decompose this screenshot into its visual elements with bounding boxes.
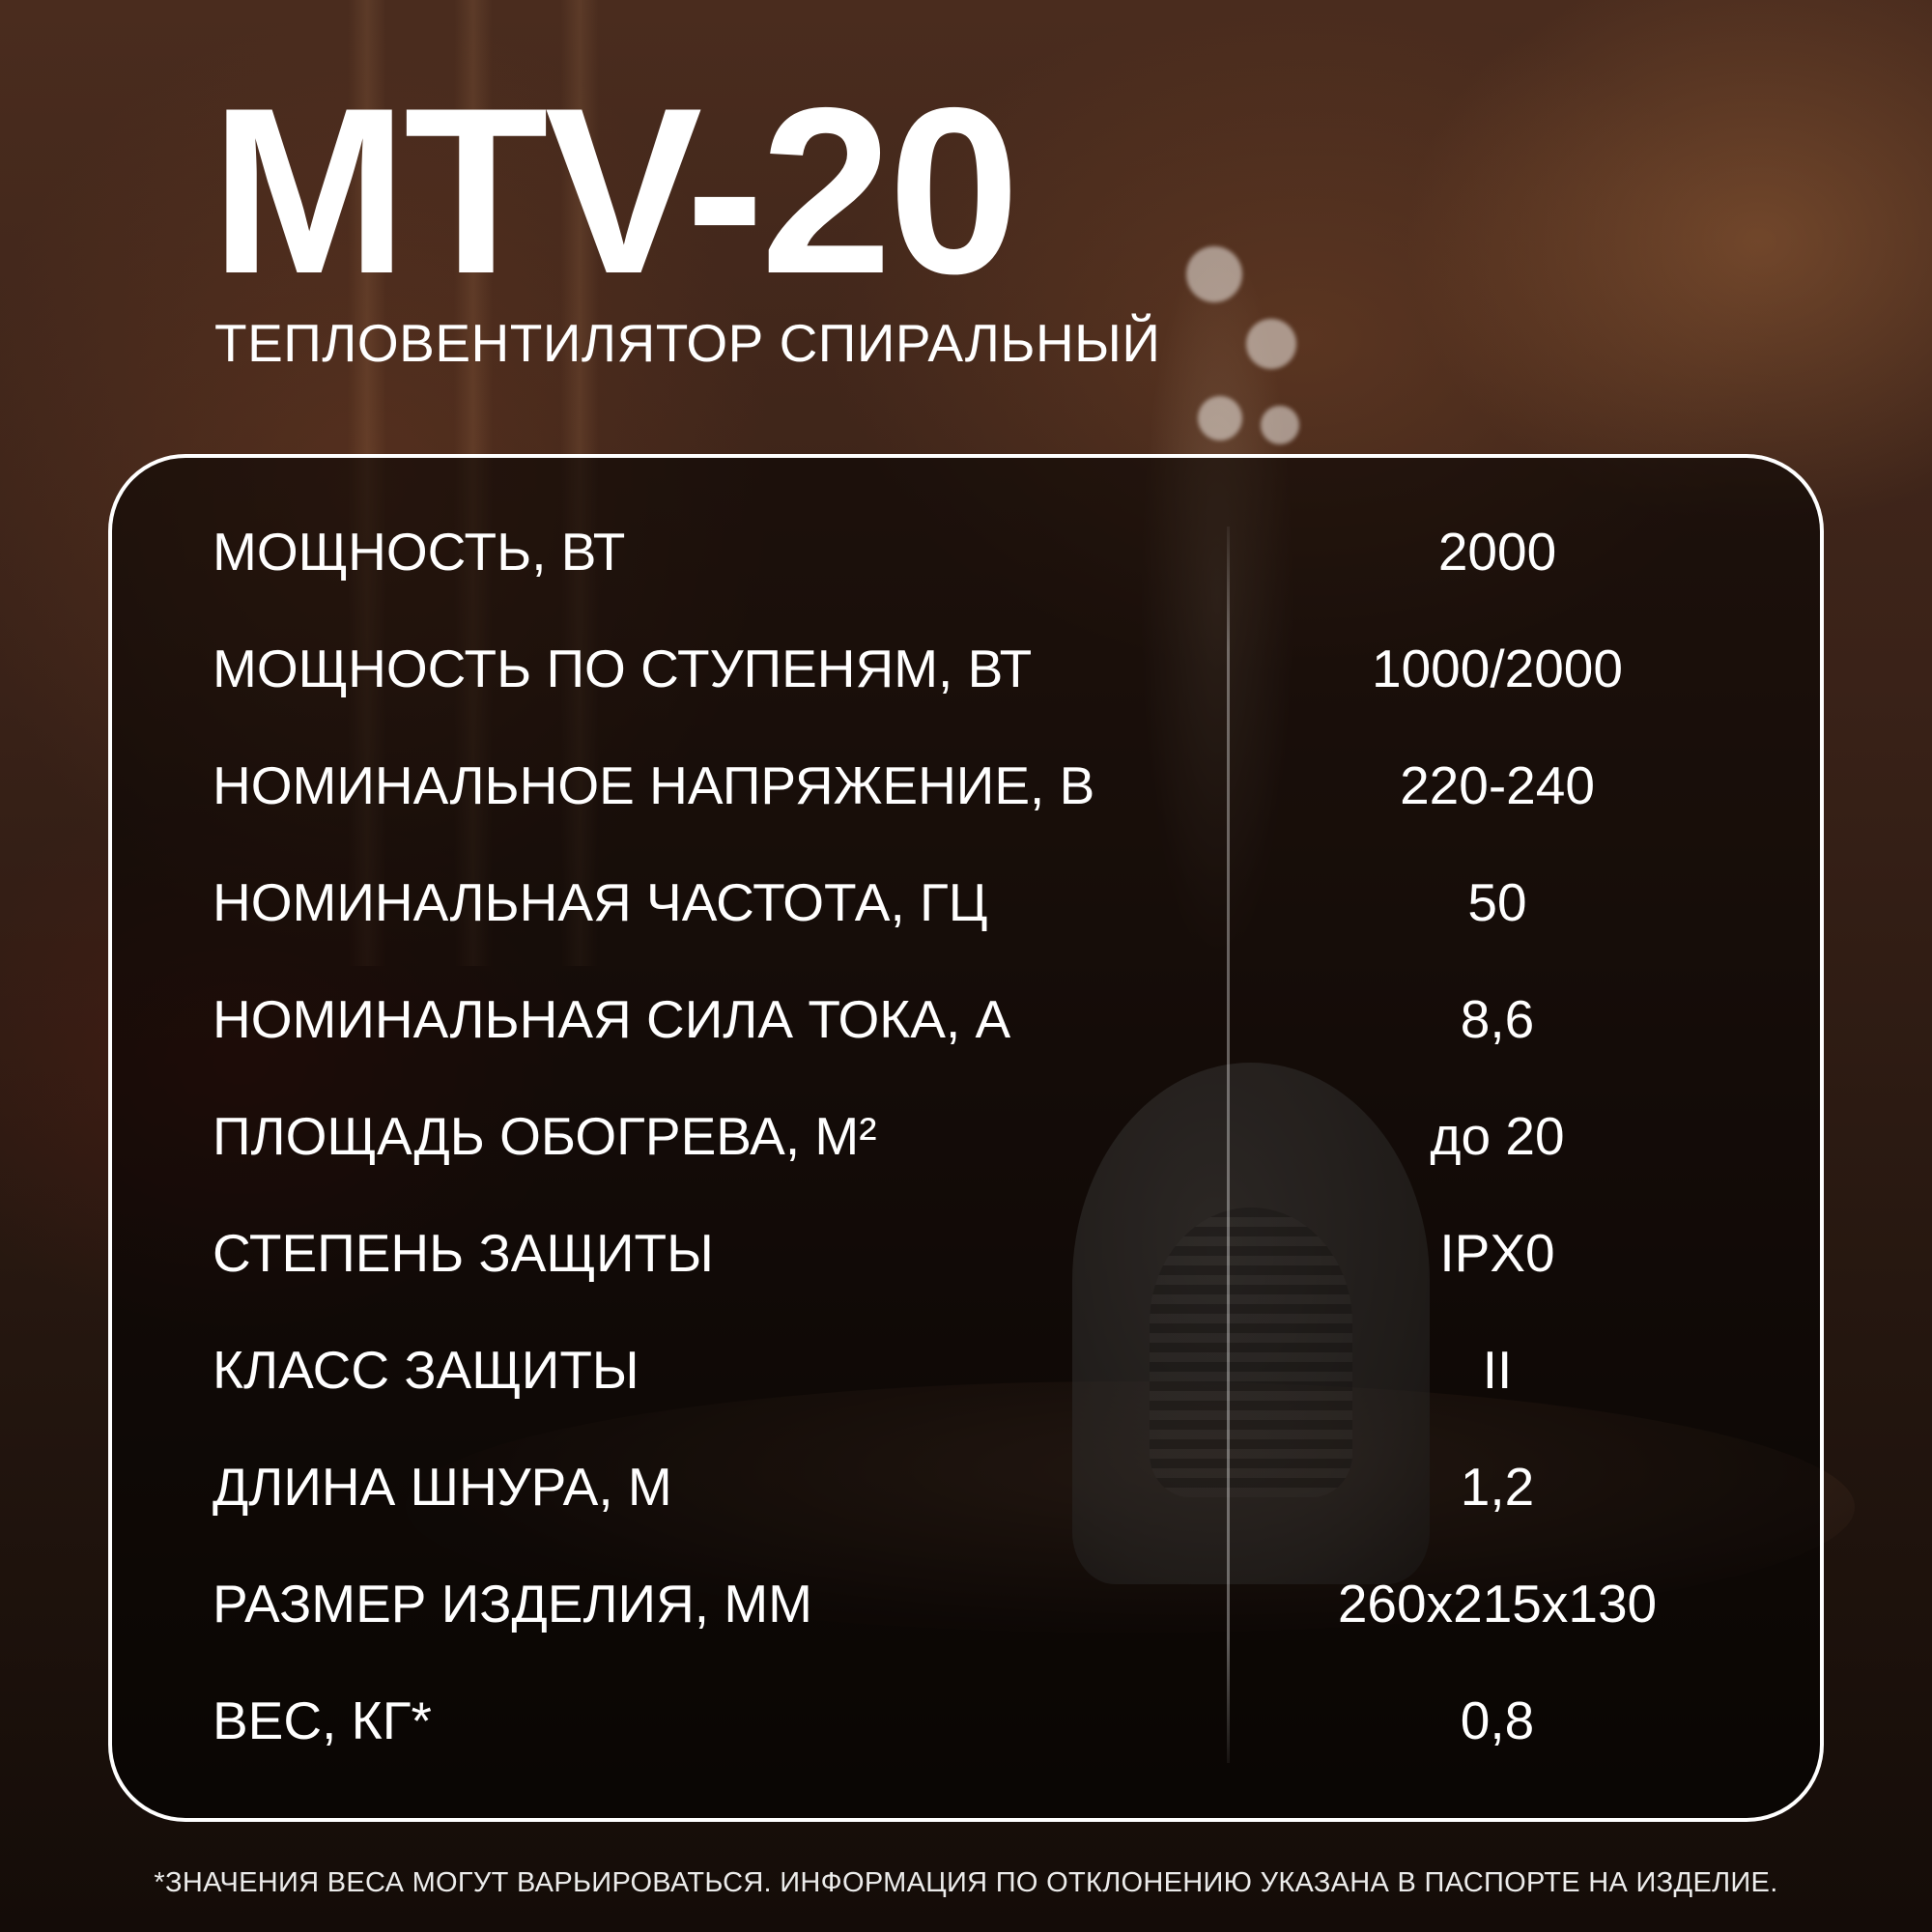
spec-label: НОМИНАЛЬНАЯ ЧАСТОТА, ГЦ <box>213 872 988 932</box>
spec-label: ВЕС, КГ* <box>213 1690 432 1750</box>
specs-divider <box>1227 526 1230 1763</box>
spec-label: МОЩНОСТЬ, ВТ <box>213 522 626 582</box>
spec-label: ПЛОЩАДЬ ОБОГРЕВА, М² <box>213 1106 877 1166</box>
spec-row: ДЛИНА ШНУРА, М 1,2 <box>0 1434 1932 1540</box>
spec-value: 0,8 <box>1460 1690 1535 1750</box>
spec-row: НОМИНАЛЬНОЕ НАПРЯЖЕНИЕ, В 220-240 <box>0 732 1932 838</box>
spec-value: 1000/2000 <box>1372 639 1623 698</box>
bokeh-light <box>1198 396 1242 440</box>
spec-value: до 20 <box>1430 1106 1565 1166</box>
bokeh-light <box>1261 406 1299 444</box>
spec-value: 220-240 <box>1400 755 1595 815</box>
spec-value: 1,2 <box>1460 1457 1535 1517</box>
spec-label: ДЛИНА ШНУРА, М <box>213 1457 672 1517</box>
spec-row: МОЩНОСТЬ ПО СТУПЕНЯМ, ВТ 1000/2000 <box>0 615 1932 722</box>
spec-row: СТЕПЕНЬ ЗАЩИТЫ IPX0 <box>0 1200 1932 1306</box>
spec-row: ПЛОЩАДЬ ОБОГРЕВА, М² до 20 <box>0 1083 1932 1189</box>
product-model: MTV-20 <box>211 58 1020 323</box>
weight-footnote: *ЗНАЧЕНИЯ ВЕСА МОГУТ ВАРЬИРОВАТЬСЯ. ИНФО… <box>154 1867 1778 1898</box>
spec-value: 2000 <box>1437 522 1557 582</box>
spec-label: КЛАСС ЗАЩИТЫ <box>213 1340 639 1400</box>
spec-row: НОМИНАЛЬНАЯ ЧАСТОТА, ГЦ 50 <box>0 849 1932 955</box>
spec-value: 260x215x130 <box>1337 1574 1658 1634</box>
spec-row: НОМИНАЛЬНАЯ СИЛА ТОКА, А 8,6 <box>0 966 1932 1072</box>
spec-row: КЛАСС ЗАЩИТЫ II <box>0 1317 1932 1423</box>
spec-value: 50 <box>1467 872 1527 932</box>
spec-value: 8,6 <box>1460 989 1535 1049</box>
specs-panel <box>108 454 1824 1822</box>
bokeh-light <box>1246 319 1296 369</box>
bokeh-light <box>1186 246 1242 302</box>
spec-label: МОЩНОСТЬ ПО СТУПЕНЯМ, ВТ <box>213 639 1033 698</box>
spec-label: НОМИНАЛЬНАЯ СИЛА ТОКА, А <box>213 989 1011 1049</box>
spec-label: РАЗМЕР ИЗДЕЛИЯ, ММ <box>213 1574 812 1634</box>
spec-label: НОМИНАЛЬНОЕ НАПРЯЖЕНИЕ, В <box>213 755 1095 815</box>
product-subtitle: ТЕПЛОВЕНТИЛЯТОР СПИРАЛЬНЫЙ <box>214 313 1161 373</box>
spec-label: СТЕПЕНЬ ЗАЩИТЫ <box>213 1223 714 1283</box>
spec-row: МОЩНОСТЬ, ВТ 2000 <box>0 498 1932 605</box>
spec-value: IPX0 <box>1439 1223 1555 1283</box>
spec-row: РАЗМЕР ИЗДЕЛИЯ, ММ 260x215x130 <box>0 1550 1932 1657</box>
spec-value: II <box>1482 1340 1513 1400</box>
spec-row: ВЕС, КГ* 0,8 <box>0 1667 1932 1774</box>
